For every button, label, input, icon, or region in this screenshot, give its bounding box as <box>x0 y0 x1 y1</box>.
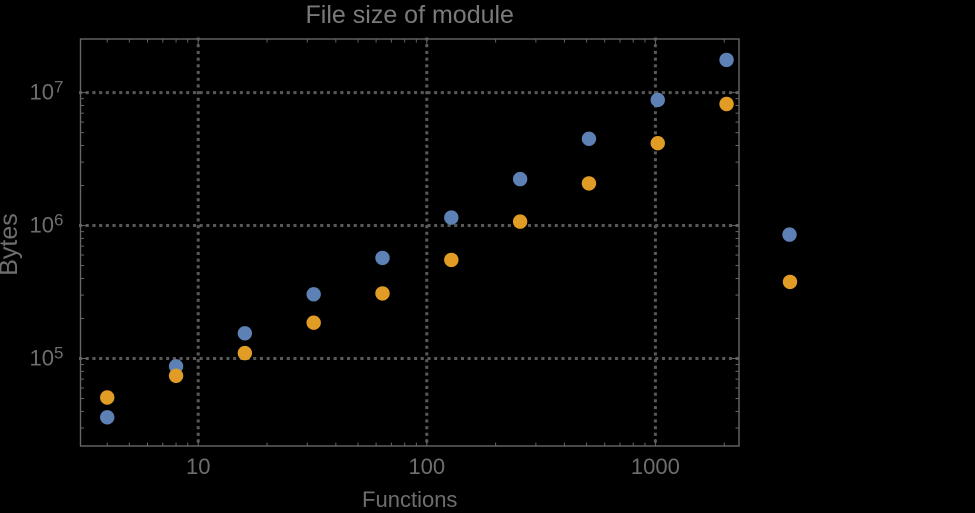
svg-text:1000: 1000 <box>631 454 680 479</box>
svg-text:100: 100 <box>408 454 445 479</box>
svg-text:10: 10 <box>186 454 210 479</box>
svg-text:Bytes: Bytes <box>0 213 23 276</box>
svg-text:File size of module: File size of module <box>306 1 514 29</box>
svg-text:Functions: Functions <box>362 487 457 512</box>
